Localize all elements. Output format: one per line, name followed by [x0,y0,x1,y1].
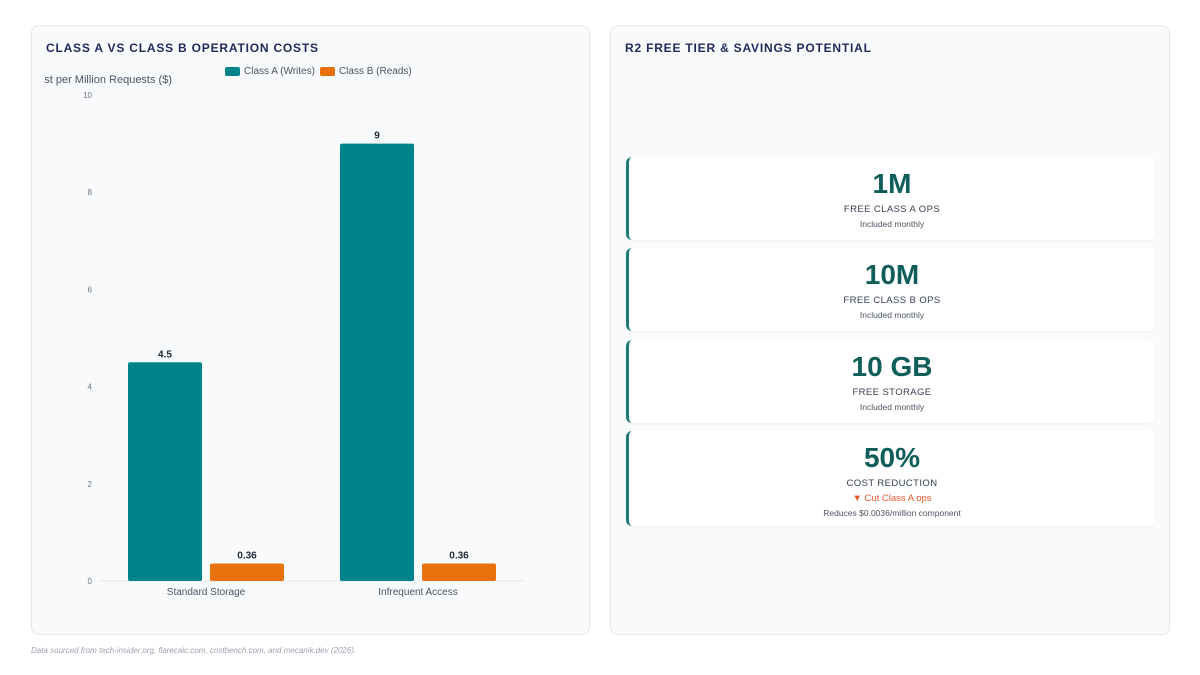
x-tick-label: Standard Storage [167,587,246,598]
legend-item-class-b[interactable]: Class B (Reads) [319,66,412,77]
stat-sub: Included monthly [859,310,925,320]
stat-card-free-class-b: 10M FREE CLASS B OPS Included monthly [626,248,1155,331]
y-tick-label: 10 [83,91,92,100]
stat-sub: Reduces $0.0036/million component [823,508,961,518]
legend-label-class-a: Class A (Writes) [244,66,315,77]
chart-panel: CLASS A VS CLASS B OPERATION COSTS Class… [31,25,590,635]
bar-data-label: 4.5 [158,349,172,360]
bar-data-label: 0.36 [449,551,469,562]
stat-value: 10 GB [851,351,933,382]
legend-swatch-class-b [319,67,335,76]
bar-class-a [340,143,414,581]
bar-chart: 0 2 4 6 8 10 4.5 0.36 Standard Storage 9 0.36 Infre… [83,91,524,598]
bar-class-a [128,362,202,581]
chart-legend: Class A (Writes) Class B (Reads) [225,66,412,77]
chart-panel-title: CLASS A VS CLASS B OPERATION COSTS [46,41,319,55]
stats-panel-title: R2 FREE TIER & SAVINGS POTENTIAL [625,41,872,55]
stat-label: FREE CLASS B OPS [843,295,941,306]
stat-label: COST REDUCTION [846,478,938,489]
legend-item-class-a[interactable]: Class A (Writes) [225,66,315,77]
stat-sub: Included monthly [859,402,925,412]
stat-value: 1M [872,168,912,199]
stat-sub: Included monthly [859,219,925,229]
stat-card-cost-reduction: 50% COST REDUCTION ▼ Cut Class A ops Red… [626,431,1155,526]
stat-value: 50% [863,442,921,473]
y-tick-label: 0 [88,577,93,586]
bar-data-label: 9 [374,131,380,142]
y-tick-label: 6 [88,285,93,294]
stat-value: 10M [864,259,920,290]
x-tick-label: Infrequent Access [378,587,458,598]
y-tick-label: 2 [88,480,93,489]
y-tick-label: 4 [88,383,93,392]
bar-class-b [422,563,496,581]
source-footnote: Data sourced from tech-insider.org, flar… [31,646,357,655]
y-axis-label: st per Million Requests ($) [44,74,172,86]
stat-card-free-storage: 10 GB FREE STORAGE Included monthly [626,340,1155,423]
y-tick-label: 8 [88,188,93,197]
legend-label-class-b: Class B (Reads) [338,66,412,77]
stat-label: FREE CLASS A OPS [843,204,941,215]
stats-panel: R2 FREE TIER & SAVINGS POTENTIAL 1M FREE… [610,25,1170,635]
legend-swatch-class-a [225,67,240,76]
stat-card-free-class-a: 1M FREE CLASS A OPS Included monthly [626,157,1155,240]
stat-label: FREE STORAGE [852,387,932,398]
bar-class-b [210,563,284,581]
stat-trend-down: ▼ Cut Class A ops [852,493,932,504]
bar-data-label: 0.36 [237,551,257,562]
